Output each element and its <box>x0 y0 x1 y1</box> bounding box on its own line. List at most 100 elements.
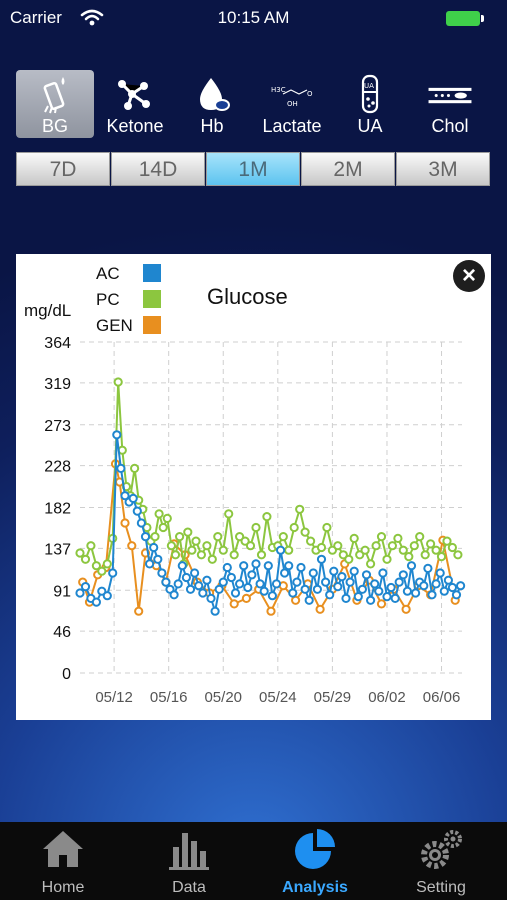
data-point-ac <box>181 572 191 583</box>
data-point-ac <box>284 561 294 571</box>
data-point-ac <box>325 590 335 600</box>
data-point-pc <box>256 550 267 560</box>
data-point-ac <box>243 582 253 593</box>
data-point-pc <box>376 532 387 542</box>
tab-hb[interactable]: Hb <box>180 70 244 138</box>
svg-text:H3C: H3C <box>271 86 286 94</box>
data-point-ac <box>300 584 310 594</box>
data-point-ac <box>120 491 130 501</box>
time-range-tabs: 7D 14D 1M 2M 3M <box>16 152 490 186</box>
test-tube-icon: UA <box>361 74 379 114</box>
tab-lactate[interactable]: H3C OH O Lactate <box>252 70 332 138</box>
data-point-pc <box>183 527 193 537</box>
nav-setting[interactable]: Setting <box>378 822 504 900</box>
data-point-pc <box>262 512 272 522</box>
data-point-gen <box>127 541 137 551</box>
data-point-ac <box>267 591 277 601</box>
glucose-chart: mg/dL Glucose AC PC GEN 0 46 91 137 182 228 273 3… <box>24 264 466 706</box>
data-point-pc <box>130 463 140 473</box>
data-point-gen <box>134 606 144 616</box>
tab-bg[interactable]: BG <box>16 70 94 138</box>
range-tab-7d[interactable]: 7D <box>16 152 110 186</box>
nav-data-label: Data <box>172 879 206 896</box>
blood-drop-icon <box>200 78 230 111</box>
tab-chol[interactable]: Chol <box>412 70 488 138</box>
data-point-pc <box>187 545 197 555</box>
data-point-pc <box>289 522 299 533</box>
x-tick-label: 06/02 <box>368 689 406 706</box>
data-point-pc <box>170 550 181 560</box>
lactate-formula-icon: H3C OH O <box>271 86 313 108</box>
legend-swatch-pc <box>143 290 161 308</box>
data-point-ac <box>419 581 429 591</box>
data-point-ac <box>239 561 249 571</box>
data-point-ac <box>202 575 212 585</box>
y-tick-label: 182 <box>44 501 71 518</box>
data-point-ac <box>374 586 384 596</box>
data-point-ac <box>423 563 433 573</box>
data-point-ac <box>169 590 179 600</box>
data-point-ac <box>222 562 232 573</box>
tab-bg-label: BG <box>41 116 68 136</box>
data-point-ac <box>456 581 466 591</box>
data-point-pc <box>344 554 354 564</box>
range-tab-2m[interactable]: 2M <box>301 152 395 186</box>
data-point-ac <box>145 559 155 569</box>
data-point-pc <box>158 522 168 533</box>
bottom-navigation: Home Data Analysis Setting <box>0 822 507 900</box>
data-point-ac <box>102 591 112 601</box>
tab-ua-label: UA <box>357 116 383 136</box>
data-point-ac <box>451 590 462 600</box>
data-point-ac <box>447 582 457 593</box>
y-tick-label: 137 <box>44 541 71 558</box>
data-point-ac <box>353 592 363 602</box>
data-point-ac <box>341 593 351 603</box>
x-tick-label: 05/16 <box>150 689 188 706</box>
x-tick-label: 05/12 <box>95 689 133 706</box>
data-point-pc <box>207 554 217 564</box>
data-point-ac <box>136 518 147 528</box>
data-point-ac <box>304 595 314 605</box>
nav-home[interactable]: Home <box>0 822 126 900</box>
series-ac <box>75 430 466 616</box>
data-point-ac <box>91 597 102 607</box>
close-chart-button[interactable]: × <box>453 260 485 292</box>
data-point-pc <box>97 566 107 576</box>
y-tick-label: 319 <box>44 376 71 393</box>
wifi-icon <box>80 9 104 26</box>
data-point-gen <box>315 604 325 614</box>
data-point-ac <box>173 579 183 589</box>
data-point-pc <box>426 539 436 549</box>
data-point-pc <box>251 522 261 533</box>
x-tick-label: 06/06 <box>423 689 461 706</box>
data-point-gen <box>266 606 276 616</box>
range-tab-1m[interactable]: 1M <box>206 152 300 186</box>
data-point-ac <box>259 586 269 596</box>
legend-swatch-gen <box>143 316 161 334</box>
data-point-pc <box>333 541 343 551</box>
svg-text:O: O <box>307 90 313 98</box>
data-point-pc <box>154 509 164 519</box>
data-point-gen <box>401 604 411 614</box>
tab-ketone-label: Ketone <box>106 116 164 136</box>
data-point-ac <box>185 584 196 594</box>
data-point-ac <box>177 561 187 571</box>
nav-analysis-label: Analysis <box>282 879 348 896</box>
y-tick-label: 91 <box>53 583 71 600</box>
data-point-pc <box>196 550 206 560</box>
tab-ua[interactable]: UA UA <box>340 70 400 138</box>
tab-ketone[interactable]: Ketone <box>98 70 172 138</box>
y-tick-label: 46 <box>53 624 71 641</box>
battery-icon <box>446 11 480 26</box>
nav-analysis[interactable]: Analysis <box>252 822 378 900</box>
range-tab-14d[interactable]: 14D <box>111 152 205 186</box>
data-point-ac <box>271 579 282 589</box>
data-point-pc <box>213 532 223 542</box>
data-point-pc <box>75 548 85 558</box>
data-point-ac <box>161 577 171 587</box>
data-point-ac <box>435 568 445 578</box>
nav-data[interactable]: Data <box>126 822 252 900</box>
tab-lactate-label: Lactate <box>262 116 322 136</box>
data-point-ac <box>226 572 236 583</box>
range-tab-3m[interactable]: 3M <box>396 152 490 186</box>
